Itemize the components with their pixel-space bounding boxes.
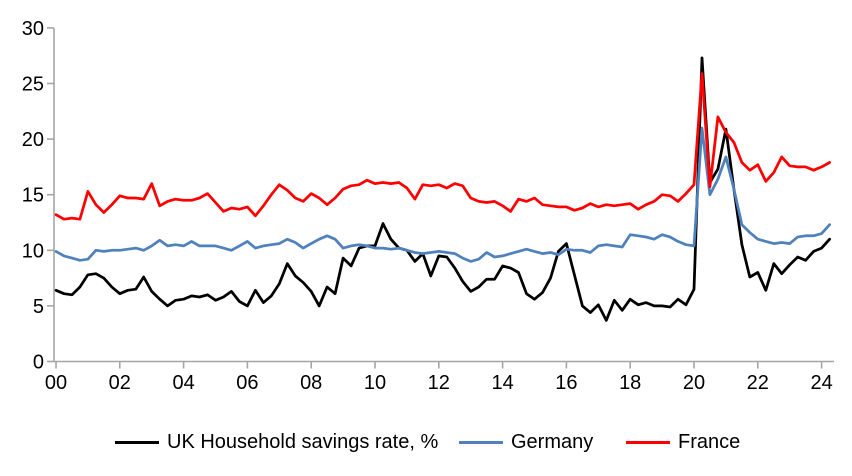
legend-line-sample-france	[626, 440, 670, 444]
series-line-germany	[54, 126, 831, 263]
y-tick-label: 20	[22, 129, 44, 151]
legend-item-germany: Germany	[459, 429, 593, 455]
series-line-france	[54, 72, 831, 221]
x-tick-label: 04	[172, 372, 194, 394]
x-tick-label: 12	[428, 372, 450, 394]
chart-legend: UK Household savings rate, % Germany Fra…	[0, 429, 852, 455]
y-tick-label: 10	[22, 240, 44, 262]
x-tick-label: 10	[364, 372, 386, 394]
x-tick-label: 06	[236, 372, 258, 394]
legend-label-france: France	[678, 431, 741, 453]
x-tick-label: 14	[491, 372, 513, 394]
x-tick-label: 00	[45, 372, 67, 394]
x-tick-label: 16	[555, 372, 577, 394]
x-tick-label: 20	[683, 372, 705, 394]
y-tick-label: 5	[33, 296, 44, 318]
x-tick-label: 02	[109, 372, 131, 394]
x-tick-label: 24	[810, 372, 832, 394]
legend-label-uk: UK Household savings rate, %	[167, 431, 439, 453]
legend-item-uk: UK Household savings rate, %	[115, 429, 438, 455]
y-tick-label: 30	[22, 18, 44, 40]
x-tick-label: 08	[300, 372, 322, 394]
legend-line-sample-uk	[115, 440, 159, 444]
legend-line-sample-germany	[459, 440, 503, 444]
x-tick-label: 18	[619, 372, 641, 394]
y-tick-label: 15	[22, 185, 44, 207]
legend-item-france: France	[626, 429, 740, 455]
x-tick-label: 22	[747, 372, 769, 394]
y-tick-label: 25	[22, 74, 44, 96]
y-tick-label: 0	[33, 352, 44, 374]
legend-label-germany: Germany	[511, 431, 594, 453]
